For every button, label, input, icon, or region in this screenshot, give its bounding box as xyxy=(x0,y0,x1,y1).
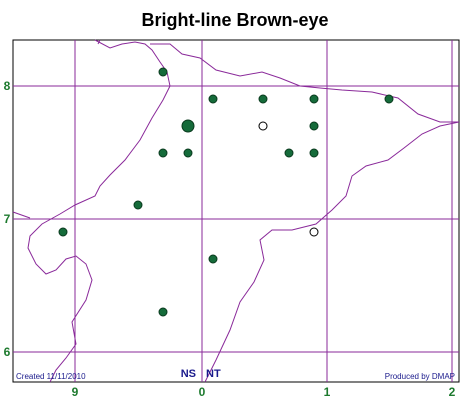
record-dot xyxy=(258,94,268,104)
coastline xyxy=(12,211,31,219)
old-record-dot xyxy=(258,121,268,131)
created-note: Created 11/11/2010 xyxy=(16,372,86,381)
easting-label: 2 xyxy=(449,385,456,399)
record-dot xyxy=(284,148,294,158)
easting-label: 1 xyxy=(324,385,331,399)
coastline xyxy=(97,39,101,45)
record-dot xyxy=(384,94,394,104)
easting-label: 0 xyxy=(199,385,206,399)
frame xyxy=(12,39,460,383)
record-dot xyxy=(208,94,218,104)
map-frame: NS NT Created 11/11/2010 Produced by DMA… xyxy=(12,39,460,383)
record-dot xyxy=(309,94,319,104)
records xyxy=(58,67,394,317)
record-dot xyxy=(208,254,218,264)
old-record-dot xyxy=(309,227,319,237)
record-dot xyxy=(158,67,168,77)
northing-label: 8 xyxy=(4,79,11,93)
northing-label: 7 xyxy=(4,212,11,226)
record-dot xyxy=(58,227,68,237)
map-title: Bright-line Brown-eye xyxy=(141,10,328,30)
record-dot xyxy=(181,119,195,133)
coastline xyxy=(204,121,460,383)
northing-label: 6 xyxy=(4,345,11,359)
square-label: NS xyxy=(181,368,196,380)
record-dot xyxy=(158,307,168,317)
record-dot xyxy=(158,148,168,158)
producer-note: Produced by DMAP xyxy=(385,372,455,381)
square-label: NT xyxy=(206,368,221,380)
coastline xyxy=(27,39,171,383)
easting-label: 9 xyxy=(72,385,79,399)
record-dot xyxy=(309,121,319,131)
record-dot xyxy=(133,200,143,210)
record-dot xyxy=(309,148,319,158)
coastline xyxy=(150,43,459,123)
record-dot xyxy=(183,148,193,158)
